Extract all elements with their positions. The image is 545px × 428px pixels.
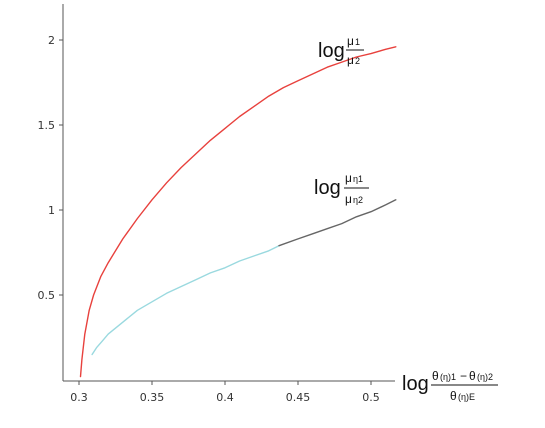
cyan-series-line <box>91 244 280 356</box>
x-label-num2: θ <box>469 369 476 383</box>
x-tick-label: 0.5 <box>362 391 380 404</box>
x-label-num2-sub: (η)2 <box>477 372 493 382</box>
x-label-den: θ <box>450 389 457 403</box>
axes <box>62 4 395 382</box>
x-tick-label: 0.3 <box>70 391 88 404</box>
y-tick-label: 0.5 <box>38 289 56 302</box>
x-label-log: log <box>402 373 429 395</box>
red-label-num-sub: 1 <box>355 37 360 47</box>
red-label-log: log <box>318 40 345 62</box>
x-ticks: 0.3 0.35 0.4 0.45 0.5 <box>70 381 380 404</box>
eta-label-den: μ <box>345 192 352 206</box>
x-label-num1-sub: (η)1 <box>440 372 456 382</box>
eta-series-label: log μ η1 μ η2 <box>314 171 369 206</box>
red-label-den: μ <box>347 53 354 67</box>
y-tick-label: 2 <box>48 34 55 47</box>
x-label-minus: − <box>460 369 467 383</box>
eta-label-num-sub: η1 <box>353 174 363 184</box>
y-ticks: 0.5 1 1.5 2 <box>38 34 63 302</box>
eta-label-den-sub: η2 <box>353 195 363 205</box>
x-label-den-sub: (η)E <box>458 392 475 402</box>
x-axis-label: log θ (η)1 − θ (η)2 θ (η)E <box>402 369 498 403</box>
y-tick-label: 1 <box>48 204 55 217</box>
gray-series-line <box>278 199 397 247</box>
series-lines <box>79 46 397 378</box>
red-label-num: μ <box>347 34 354 48</box>
red-series-line <box>79 46 397 378</box>
x-tick-label: 0.45 <box>286 391 311 404</box>
x-label-num1: θ <box>432 369 439 383</box>
red-label-den-sub: 2 <box>355 56 360 66</box>
eta-label-log: log <box>314 177 341 199</box>
red-series-label: log μ 1 μ 2 <box>318 34 364 67</box>
y-tick-label: 1.5 <box>38 119 56 132</box>
x-tick-label: 0.35 <box>140 391 165 404</box>
eta-label-num: μ <box>345 171 352 185</box>
x-tick-label: 0.4 <box>216 391 234 404</box>
